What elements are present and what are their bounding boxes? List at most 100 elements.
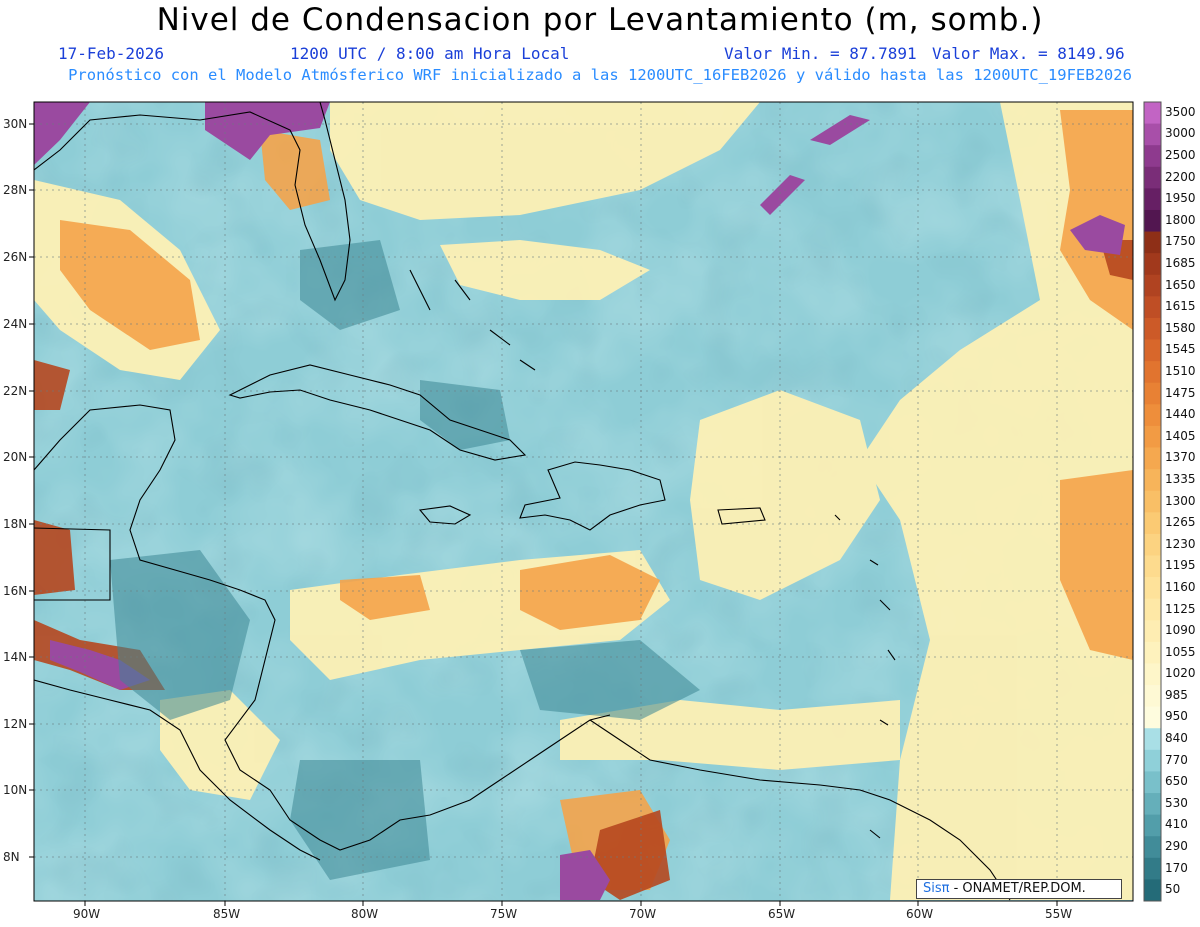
colorbar-label: 290	[1165, 839, 1188, 853]
colorbar-label: 1090	[1165, 623, 1196, 638]
lat-label: 20N	[3, 450, 28, 464]
colorbar-label: 1440	[1165, 407, 1196, 422]
colorbar-label: 1300	[1165, 493, 1196, 508]
colorbar-label: 2200	[1165, 169, 1196, 184]
colorbar-swatch	[1144, 749, 1161, 772]
colorbar-label: 1650	[1165, 277, 1196, 292]
colorbar-swatch	[1144, 209, 1161, 232]
colorbar-swatch	[1144, 814, 1161, 837]
lon-label: 65W	[768, 907, 796, 921]
colorbar-swatch	[1144, 231, 1161, 254]
colorbar-label: 1055	[1165, 644, 1196, 659]
colorbar-swatch	[1144, 663, 1161, 686]
colorbar-label: 1800	[1165, 212, 1196, 227]
colorbar-label: 1125	[1165, 601, 1196, 616]
credit-org: - ONAMET/REP.DOM.	[949, 881, 1086, 896]
colorbar-swatch	[1144, 728, 1161, 751]
colorbar-label: 1580	[1165, 320, 1196, 335]
credit-box: Sisπ - ONAMET/REP.DOM.	[916, 879, 1122, 899]
colorbar-label: 1510	[1165, 363, 1196, 378]
colorbar-label: 650	[1165, 774, 1188, 789]
colorbar-swatch	[1144, 836, 1161, 859]
colorbar	[1143, 101, 1162, 902]
colorbar-swatch	[1144, 382, 1161, 405]
colorbar-swatch	[1144, 404, 1161, 427]
colorbar-label: 1685	[1165, 256, 1196, 270]
colorbar-label: 985	[1165, 687, 1188, 702]
colorbar-swatch	[1144, 102, 1161, 124]
colorbar-swatch	[1144, 706, 1161, 729]
colorbar-swatch	[1144, 598, 1161, 621]
colorbar-swatch	[1144, 339, 1161, 362]
colorbar-swatch	[1144, 425, 1161, 448]
colorbar-label: 1230	[1165, 536, 1196, 551]
lat-label: 22N	[3, 384, 28, 398]
colorbar-swatch	[1144, 555, 1161, 578]
colorbar-label: 1265	[1165, 515, 1196, 530]
lat-label: 24N	[3, 317, 28, 331]
colorbar-swatch	[1144, 361, 1161, 384]
lat-label: 8N	[3, 850, 20, 864]
colorbar-swatch	[1144, 253, 1161, 276]
colorbar-label: 1475	[1165, 385, 1196, 400]
colorbar-label: 950	[1165, 709, 1188, 724]
colorbar-swatch	[1144, 317, 1161, 340]
lat-label: 18N	[3, 517, 28, 531]
colorbar-swatch	[1144, 123, 1161, 146]
colorbar-swatch	[1144, 296, 1161, 319]
colorbar-swatch	[1144, 188, 1161, 211]
colorbar-label: 410	[1165, 817, 1188, 832]
lon-label: 90W	[73, 907, 101, 921]
colorbar-label: 50	[1165, 882, 1181, 897]
lat-label: 30N	[3, 117, 28, 131]
colorbar-swatch	[1144, 793, 1161, 816]
valid-time: 1200 UTC / 8:00 am Hora Local	[290, 44, 570, 63]
colorbar-label: 530	[1165, 795, 1188, 810]
colorbar-label: 1615	[1165, 299, 1196, 314]
colorbar-swatch	[1144, 490, 1161, 513]
colorbar-label: 3000	[1165, 126, 1196, 141]
lat-label: 12N	[3, 717, 28, 731]
lat-label: 14N	[3, 650, 28, 664]
colorbar-swatch	[1144, 685, 1161, 708]
forecast-info: Pronóstico con el Modelo Atmósferico WRF…	[68, 66, 1132, 84]
map-title: Nivel de Condensacion por Levantamiento …	[156, 2, 1044, 38]
colorbar-swatch	[1144, 145, 1161, 168]
colorbar-swatch	[1144, 166, 1161, 189]
lat-label: 28N	[3, 183, 28, 197]
colorbar-swatch	[1144, 577, 1161, 600]
colorbar-swatch	[1144, 641, 1161, 664]
colorbar-swatch	[1144, 469, 1161, 492]
colorbar-label: 2500	[1165, 148, 1196, 162]
colorbar-swatch	[1144, 512, 1161, 535]
colorbar-swatch	[1144, 447, 1161, 470]
colorbar-label: 1545	[1165, 342, 1196, 357]
colorbar-label: 3500	[1165, 104, 1196, 119]
min-value: Valor Min. = 87.7891	[724, 44, 917, 63]
colorbar-swatch	[1144, 620, 1161, 643]
colorbar-label: 1195	[1165, 558, 1196, 573]
colorbar-label: 1335	[1165, 471, 1196, 486]
colorbar-swatch	[1144, 857, 1161, 880]
colorbar-label: 170	[1165, 860, 1188, 875]
colorbar-label: 1750	[1165, 234, 1196, 249]
lon-label: 80W	[351, 907, 379, 921]
max-value: Valor Max. = 8149.96	[932, 44, 1125, 63]
lat-label: 16N	[3, 584, 28, 598]
lon-label: 75W	[490, 907, 518, 921]
colorbar-label: 1020	[1165, 666, 1196, 681]
colorbar-label: 770	[1165, 752, 1188, 767]
coastlines	[34, 102, 1011, 901]
sispi-logo: Sisπ	[923, 881, 950, 896]
lat-label: 26N	[3, 250, 28, 264]
valid-date: 17-Feb-2026	[58, 44, 164, 63]
colorbar-swatch	[1144, 771, 1161, 794]
lon-label: 60W	[906, 907, 934, 921]
colorbar-label: 1405	[1165, 428, 1196, 443]
lon-label: 85W	[213, 907, 241, 921]
colorbar-label: 1950	[1165, 191, 1196, 206]
lon-label: 55W	[1045, 907, 1073, 921]
colorbar-swatch	[1144, 274, 1161, 297]
colorbar-border	[1143, 101, 1162, 902]
